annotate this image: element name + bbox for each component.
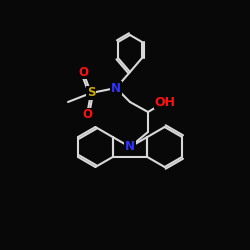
Text: O: O bbox=[82, 108, 92, 122]
Text: N: N bbox=[125, 140, 135, 153]
Text: OH: OH bbox=[154, 96, 176, 108]
Text: S: S bbox=[87, 86, 95, 100]
Text: N: N bbox=[111, 82, 121, 94]
Text: O: O bbox=[78, 66, 88, 78]
